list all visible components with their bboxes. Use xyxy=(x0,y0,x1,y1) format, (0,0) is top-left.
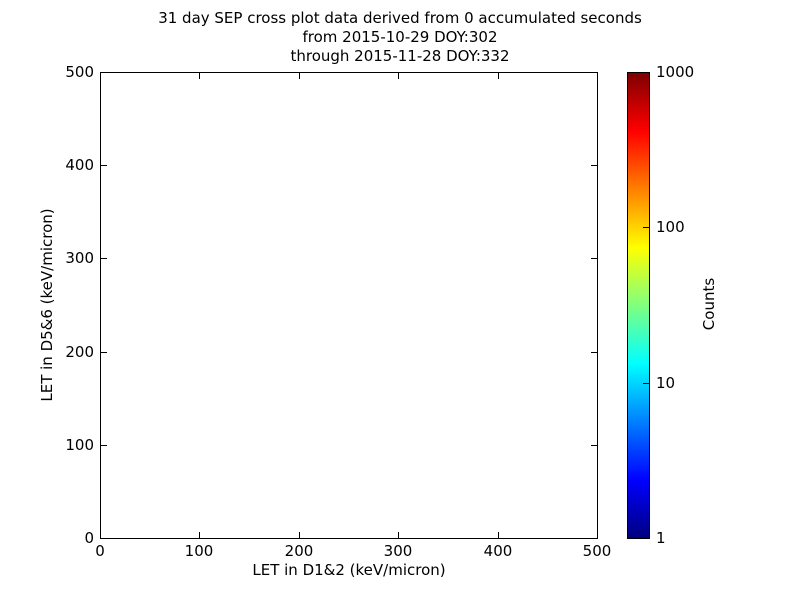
x-tick-mark xyxy=(498,532,499,538)
x-tick-mark xyxy=(597,73,598,79)
x-tick-mark xyxy=(597,532,598,538)
x-tick-mark xyxy=(498,73,499,79)
x-tick-label: 500 xyxy=(582,542,612,560)
y-tick-mark xyxy=(101,258,107,259)
y-tick-label: 100 xyxy=(65,436,94,454)
y-tick-label: 200 xyxy=(65,343,94,361)
colorbar-tick-label: 100 xyxy=(656,218,685,236)
y-tick-mark xyxy=(101,72,107,73)
colorbar-tick-mark xyxy=(643,538,649,539)
chart-title-line-3: through 2015-11-28 DOY:332 xyxy=(290,47,510,65)
y-tick-mark xyxy=(101,445,107,446)
x-axis-label: LET in D1&2 (keV/micron) xyxy=(252,561,446,579)
colorbar-tick-mark xyxy=(643,227,649,228)
y-axis-label: LET in D5&6 (keV/micron) xyxy=(38,208,56,402)
chart-title: 31 day SEP cross plot data derived from … xyxy=(0,9,800,66)
x-tick-mark xyxy=(199,73,200,79)
y-tick-mark xyxy=(101,165,107,166)
x-tick-mark xyxy=(299,73,300,79)
y-tick-mark xyxy=(591,72,597,73)
colorbar-tick-mark xyxy=(643,383,649,384)
x-tick-label: 300 xyxy=(383,542,413,560)
x-tick-mark xyxy=(100,73,101,79)
x-tick-mark xyxy=(299,532,300,538)
y-tick-label: 0 xyxy=(84,529,94,547)
colorbar-tick-mark xyxy=(643,72,649,73)
colorbar-tick-label: 1000 xyxy=(656,63,695,81)
plot-area xyxy=(100,72,598,539)
x-tick-label: 0 xyxy=(95,542,105,560)
y-tick-mark xyxy=(591,258,597,259)
chart-title-line-1: 31 day SEP cross plot data derived from … xyxy=(158,9,642,27)
y-tick-mark xyxy=(591,165,597,166)
x-tick-mark xyxy=(199,532,200,538)
x-tick-label: 200 xyxy=(284,542,314,560)
y-tick-mark xyxy=(591,538,597,539)
y-tick-mark xyxy=(101,352,107,353)
x-tick-label: 400 xyxy=(483,542,513,560)
x-tick-mark xyxy=(398,532,399,538)
y-tick-label: 500 xyxy=(65,63,94,81)
colorbar-tick-label: 10 xyxy=(656,374,676,392)
y-tick-label: 400 xyxy=(65,156,94,174)
y-tick-mark xyxy=(591,445,597,446)
x-tick-label: 100 xyxy=(184,542,214,560)
x-tick-mark xyxy=(100,532,101,538)
y-tick-mark xyxy=(591,352,597,353)
colorbar-label: Counts xyxy=(700,277,718,331)
y-tick-mark xyxy=(101,538,107,539)
chart-title-line-2: from 2015-10-29 DOY:302 xyxy=(302,28,498,46)
x-tick-mark xyxy=(398,73,399,79)
colorbar-tick-label: 1 xyxy=(656,529,666,547)
y-tick-label: 300 xyxy=(65,249,94,267)
colorbar xyxy=(627,72,650,539)
